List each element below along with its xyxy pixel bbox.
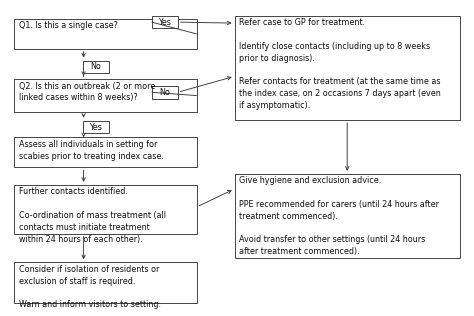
FancyBboxPatch shape: [152, 16, 178, 28]
FancyBboxPatch shape: [14, 262, 197, 303]
Text: Further contacts identified.

Co-ordination of mass treatment (all
contacts must: Further contacts identified. Co-ordinati…: [19, 187, 166, 244]
Text: Refer case to GP for treatment.

Identify close contacts (including up to 8 week: Refer case to GP for treatment. Identify…: [239, 18, 441, 110]
Text: No: No: [91, 63, 101, 71]
Text: Q2. Is this an outbreak (2 or more
linked cases within 8 weeks)?: Q2. Is this an outbreak (2 or more linke…: [19, 82, 155, 102]
FancyBboxPatch shape: [152, 86, 178, 99]
Text: Q1. Is this a single case?: Q1. Is this a single case?: [19, 21, 118, 30]
Text: Assess all individuals in setting for
scabies prior to treating index case.: Assess all individuals in setting for sc…: [19, 140, 164, 161]
Text: No: No: [159, 88, 170, 97]
FancyBboxPatch shape: [14, 19, 197, 49]
Text: Yes: Yes: [90, 123, 102, 131]
FancyBboxPatch shape: [14, 79, 197, 112]
Text: Yes: Yes: [158, 18, 171, 27]
Text: Consider if isolation of residents or
exclusion of staff is required.

Warn and : Consider if isolation of residents or ex…: [19, 265, 161, 309]
FancyBboxPatch shape: [14, 137, 197, 167]
FancyBboxPatch shape: [14, 185, 197, 234]
FancyBboxPatch shape: [83, 121, 109, 133]
FancyBboxPatch shape: [235, 174, 460, 258]
FancyBboxPatch shape: [235, 16, 460, 120]
FancyBboxPatch shape: [83, 61, 109, 73]
Text: Give hygiene and exclusion advice.

PPE recommended for carers (until 24 hours a: Give hygiene and exclusion advice. PPE r…: [239, 176, 439, 256]
